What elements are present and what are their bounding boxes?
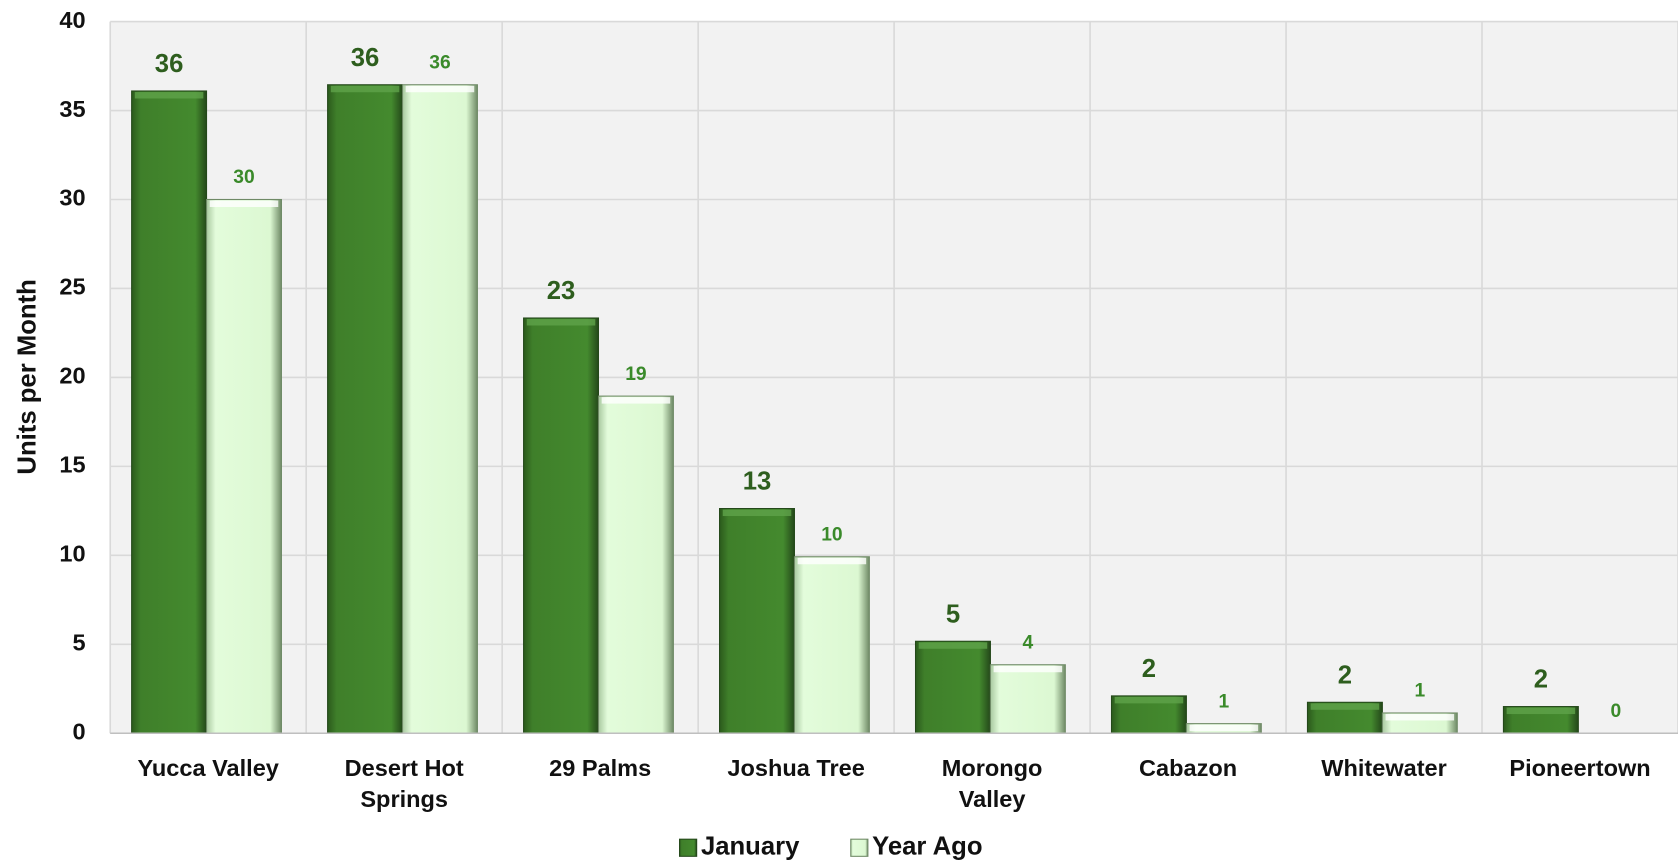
legend-swatch — [679, 838, 698, 857]
y-tick-label: 20 — [59, 363, 85, 389]
y-tick-label: 15 — [59, 452, 85, 478]
y-tick-label: 25 — [59, 274, 85, 300]
bar-bevel — [601, 397, 671, 404]
bar — [989, 664, 1066, 734]
legend-swatch — [850, 838, 869, 857]
x-tick-label: Whitewater — [1321, 754, 1447, 782]
y-tick-label: 5 — [73, 630, 86, 656]
x-tick-label-box: Cabazon — [1139, 754, 1238, 782]
x-tick-label-box: 29 Palms — [549, 754, 652, 782]
data-label: 5 — [946, 600, 960, 628]
bar-bevel — [134, 92, 204, 99]
bar — [914, 640, 991, 734]
x-tick-label: Pioneertown — [1509, 754, 1651, 782]
x-tick-label-box: Pioneertown — [1509, 754, 1651, 782]
y-tick-label: 40 — [59, 7, 85, 33]
bar-bevel — [918, 642, 988, 649]
data-label: 1 — [1414, 681, 1425, 702]
x-tick-label-box: Desert Hot Springs — [344, 754, 464, 813]
data-label: 36 — [429, 52, 451, 73]
y-tick-label: 35 — [59, 96, 85, 122]
bar-bevel — [209, 200, 279, 208]
data-label: 30 — [233, 167, 254, 188]
x-tick-label-box: Joshua Tree — [727, 754, 865, 782]
data-label: 1 — [1218, 691, 1229, 712]
data-label: 2 — [1338, 661, 1352, 689]
data-label: 10 — [821, 524, 842, 545]
bar — [793, 556, 870, 734]
x-tick-label: Joshua Tree — [727, 754, 865, 782]
bar — [597, 395, 674, 734]
bar-bevel — [993, 665, 1063, 673]
legend-label: Year Ago — [872, 833, 982, 861]
x-tick-label: Cabazon — [1139, 754, 1238, 782]
bar-bevel — [1189, 724, 1259, 732]
bar-bevel — [1114, 696, 1184, 704]
bar-bevel — [722, 509, 792, 517]
x-tick-label-box: Whitewater — [1321, 754, 1447, 782]
legend-label: January — [701, 833, 800, 861]
bar-bevel — [405, 85, 475, 93]
data-label: 36 — [351, 44, 380, 72]
bar — [523, 317, 600, 734]
x-tick-label: Morongo Valley — [941, 754, 1043, 813]
x-tick-label-box: Morongo Valley — [941, 754, 1043, 813]
data-label: 23 — [547, 277, 576, 305]
bar-bevel — [330, 85, 400, 93]
data-label: 13 — [743, 468, 772, 496]
y-tick-label: 0 — [73, 718, 86, 744]
y-axis-title: Units per Month — [14, 279, 42, 474]
x-tick-label: Desert Hot Springs — [344, 754, 464, 813]
data-label: 2 — [1142, 655, 1156, 683]
bar-bevel — [1385, 714, 1455, 721]
data-label: 19 — [625, 364, 646, 385]
bar — [327, 84, 404, 734]
bar-bevel — [526, 319, 596, 326]
bar-bevel — [1506, 707, 1576, 715]
data-label: 0 — [1610, 701, 1621, 722]
bar-bevel — [797, 557, 867, 565]
bar — [131, 90, 208, 734]
x-tick-label: 29 Palms — [549, 754, 652, 782]
data-label: 4 — [1023, 632, 1034, 653]
bar-bevel — [1310, 703, 1380, 710]
y-tick-label: 30 — [59, 185, 85, 211]
bar — [206, 198, 282, 734]
y-tick-label: 10 — [59, 541, 85, 567]
bar — [719, 508, 795, 734]
data-label: 36 — [155, 50, 184, 78]
bar — [401, 84, 478, 734]
x-tick-label: Yucca Valley — [137, 754, 279, 782]
data-label: 2 — [1534, 666, 1548, 694]
x-tick-label-box: Yucca Valley — [137, 754, 279, 782]
